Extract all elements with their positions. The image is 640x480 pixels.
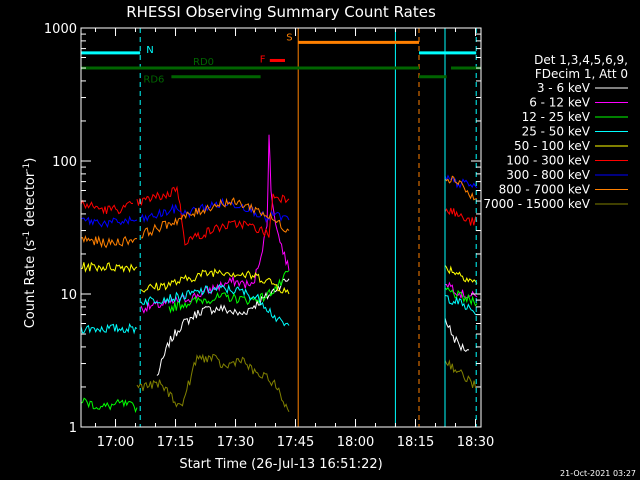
flag-label-f: F [260,54,266,65]
series-line-7-seg-2 [444,175,478,201]
series-line-5-seg-0 [80,199,134,215]
series-line-3-seg-2 [444,295,477,316]
series-line-4-seg-1 [140,267,290,295]
flag-label-rd0: RD0 [193,57,214,68]
legend-label-0: 3 - 6 keV [537,81,591,95]
x-tick-label-3: 17:45 [277,435,314,450]
x-tick-label-6: 18:30 [457,435,494,450]
flag-label-n: N [146,45,153,56]
vline-layer [139,28,477,427]
legend-label-5: 100 - 300 keV [506,154,590,168]
x-axis-label: Start Time (26-Jul-13 16:51:22) [179,457,382,472]
x-tick-label-0: 17:00 [97,435,134,450]
chart-title: RHESSI Observing Summary Count Rates [126,3,436,21]
y-tick-label-2: 100 [52,155,77,170]
flag-layer: N S F RD0 RD6 [81,32,481,86]
x-tick-label-4: 18:00 [337,435,374,450]
series-line-4-seg-2 [444,264,478,284]
series-line-1-seg-0 [140,134,290,314]
series-line-5-seg-1 [136,185,290,246]
series-line-8-seg-0 [136,353,290,413]
series-line-2-seg-1 [168,270,290,314]
legend-label-2: 12 - 25 keV [522,110,591,124]
y-axis-label: Count Rate (s-1 detector-1) [22,158,38,329]
axes-layer: 17:00 17:15 17:30 17:45 18:00 18:15 18:30 1 10 10… [44,22,494,450]
series-line-3-seg-1 [140,283,290,327]
series-line-7-seg-0 [80,234,138,249]
series-line-7-seg-1 [140,197,290,239]
x-tick-label-2: 17:30 [217,435,254,450]
series-line-0-seg-1 [444,317,470,352]
series-line-3-seg-0 [80,322,138,335]
series-line-2-seg-2 [444,286,478,307]
series-line-6-seg-2 [444,174,478,189]
legend-header-1: Det 1,3,4,5,6,9, [534,53,628,67]
series-line-6-seg-0 [80,215,138,229]
legend-label-6: 300 - 800 keV [506,168,590,182]
legend-label-7: 800 - 7000 keV [499,183,591,197]
plot-frame [80,27,482,428]
x-tick-label-1: 17:15 [157,435,194,450]
legend-label-4: 50 - 100 keV [514,139,591,153]
flag-label-s: S [286,32,292,43]
series-line-4-seg-0 [80,261,138,273]
y-tick-label-3: 1000 [44,22,77,37]
flag-label-rd6: RD6 [143,75,164,86]
legend: Det 1,3,4,5,6,9, FDecim 1, Att 0 3 - 6 k… [483,53,628,211]
y-tick-label-0: 1 [69,421,77,436]
x-tick-label-5: 18:15 [397,435,434,450]
series-line-8-seg-1 [444,359,478,389]
legend-header-2: FDecim 1, Att 0 [535,67,628,81]
series-line-5-seg-2 [444,207,478,226]
y-tick-label-1: 10 [60,288,77,303]
series-line-6-seg-1 [140,197,290,223]
legend-label-1: 6 - 12 keV [529,96,591,110]
series-line-2-seg-0 [80,397,138,414]
legend-label-3: 25 - 50 keV [522,125,591,139]
legend-label-8: 7000 - 15000 keV [483,197,590,211]
footer-timestamp: 21-Oct-2021 03:27 [560,469,636,478]
series-layer [80,134,478,414]
